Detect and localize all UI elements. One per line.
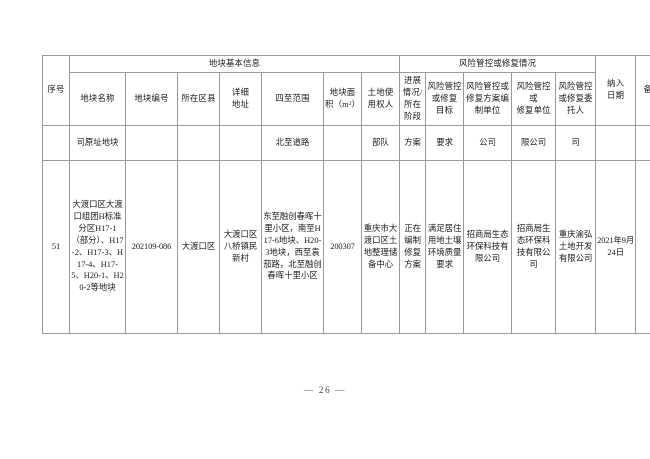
column-header-goal: 风险管控 或修复 目标 <box>425 71 465 126</box>
cell-address: 大渡口区八桥镇民新村 <box>219 159 262 334</box>
table-row: 51 大渡口区大渡口组团H标准分区H17-1（部分）、H17-2、H17-3、H… <box>42 159 650 334</box>
column-header-repair-unit-line1: 风险管控或 <box>516 81 551 103</box>
column-header-trustee-line1: 风险管控 <box>558 81 593 91</box>
table-row: 司原址地块 北至道路 部队 方案 要求 公司 限公司 司 <box>42 124 650 161</box>
cell-land-user: 部队 <box>360 124 401 161</box>
cell-stage: 方案 <box>399 124 427 161</box>
cell-trustee: 司 <box>555 124 597 161</box>
column-header-trustee: 风险管控 或修复委 托人 <box>555 71 597 126</box>
column-group-basic-info: 地块基本信息 <box>68 55 401 73</box>
cell-trustee: 重庆渝弘土地开发有限公司 <box>555 159 597 334</box>
column-header-trustee-line2: 或修复委 <box>558 93 593 103</box>
column-header-date-line2: 日期 <box>607 91 625 101</box>
cell-district: 大渡口区 <box>177 159 220 334</box>
cell-boundary: 北至道路 <box>261 124 324 161</box>
cell-remark <box>635 159 650 334</box>
page-footer: — 26 — <box>303 386 347 396</box>
column-header-seq: 序号 <box>42 55 70 126</box>
column-header-date-line1: 纳入 <box>607 79 625 89</box>
land-parcel-table: 序号 地块基本信息 风险管控或修复情况 纳入 日期 备注 地块名称 地块编号 所… <box>42 55 650 334</box>
column-header-stage-line2: 情况/ <box>402 87 423 97</box>
column-header-area: 地块面 积（m²） <box>323 71 362 126</box>
land-parcel-table-container: 序号 地块基本信息 风险管控或修复情况 纳入 日期 备注 地块名称 地块编号 所… <box>42 55 650 334</box>
column-header-area-line2: 积（m²） <box>325 99 361 109</box>
column-header-district: 所在区县 <box>177 71 220 126</box>
cell-district <box>177 124 220 161</box>
column-header-goal-line3: 目标 <box>436 105 454 115</box>
cell-seq: 51 <box>42 159 70 334</box>
column-header-goal-line1: 风险管控 <box>427 81 462 91</box>
column-header-stage: 进展 情况/ 所在 阶段 <box>399 71 427 126</box>
column-header-land-user: 土地使 用权人 <box>360 71 401 126</box>
cell-boundary: 东至融创春晖十里小区，南至H17-6地块、H20-3地块，西至袁茄路，北至融创春… <box>261 159 324 334</box>
column-header-stage-line1: 进展 <box>404 75 422 85</box>
header-sub-row: 地块名称 地块编号 所在区县 详细 地址 四至范围 地块面 积（m²） 土地使 … <box>43 71 650 126</box>
column-header-area-line1: 地块面 <box>329 87 356 97</box>
cell-remark <box>635 124 650 161</box>
cell-land-user: 重庆市大渡口区土地整理储备中心 <box>360 159 401 334</box>
column-header-block-name: 地块名称 <box>69 71 126 126</box>
cell-plan-unit: 招商局生态环保科技有限公司 <box>463 159 513 334</box>
column-header-land-user-line2: 用权人 <box>367 99 394 109</box>
column-header-address-line2: 地址 <box>231 99 250 109</box>
column-header-plan-unit-line3: 制单位 <box>474 105 501 115</box>
cell-stage: 正在编制修复方案 <box>399 159 427 334</box>
cell-goal: 要求 <box>425 124 465 161</box>
column-header-stage-line4: 阶段 <box>404 111 422 121</box>
column-header-trustee-line3: 托人 <box>567 105 585 115</box>
table-header: 序号 地块基本信息 风险管控或修复情况 纳入 日期 备注 地块名称 地块编号 所… <box>42 55 650 126</box>
column-header-address-line1: 详细 <box>231 87 250 97</box>
column-group-risk-control: 风险管控或修复情况 <box>399 55 597 73</box>
column-header-goal-line2: 或修复 <box>431 93 458 103</box>
column-header-plan-unit-line1: 风险管控或 <box>466 81 510 91</box>
column-header-stage-line3: 所在 <box>404 99 422 109</box>
column-header-repair-unit-line2: 修复单位 <box>516 105 551 115</box>
column-header-boundary: 四至范围 <box>261 71 324 126</box>
cell-plan-unit: 公司 <box>463 124 513 161</box>
cell-area <box>323 124 362 161</box>
cell-date <box>595 124 637 161</box>
cell-block-name: 大渡口区大渡口组团H标准分区H17-1（部分）、H17-2、H17-3、H17-… <box>69 159 126 334</box>
cell-goal: 满足居住用地土壤环境质量要求 <box>425 159 465 334</box>
column-header-date: 纳入 日期 <box>595 55 637 126</box>
cell-address <box>219 124 262 161</box>
cell-seq <box>42 124 70 161</box>
cell-block-code: 202109-086 <box>125 159 178 334</box>
column-header-plan-unit-line2: 修复方案编 <box>466 93 510 103</box>
column-header-block-code: 地块编号 <box>125 71 178 126</box>
cell-area: 200307 <box>323 159 362 334</box>
column-header-address: 详细 地址 <box>219 71 262 126</box>
cell-block-name: 司原址地块 <box>69 124 126 161</box>
column-header-repair-unit: 风险管控或 修复单位 <box>511 71 557 126</box>
column-header-remark: 备注 <box>635 55 650 126</box>
table-body: 司原址地块 北至道路 部队 方案 要求 公司 限公司 司 51 <box>42 124 650 334</box>
cell-repair-unit: 招商局生态环保科技有限公司 <box>511 159 557 334</box>
column-header-land-user-line1: 土地使 <box>367 87 394 97</box>
header-group-row: 序号 地块基本信息 风险管控或修复情况 纳入 日期 备注 <box>42 55 650 126</box>
cell-block-code <box>125 124 178 161</box>
cell-date: 2021年9月24日 <box>595 159 637 334</box>
column-header-plan-unit: 风险管控或 修复方案编 制单位 <box>463 71 513 126</box>
cell-repair-unit: 限公司 <box>511 124 557 161</box>
